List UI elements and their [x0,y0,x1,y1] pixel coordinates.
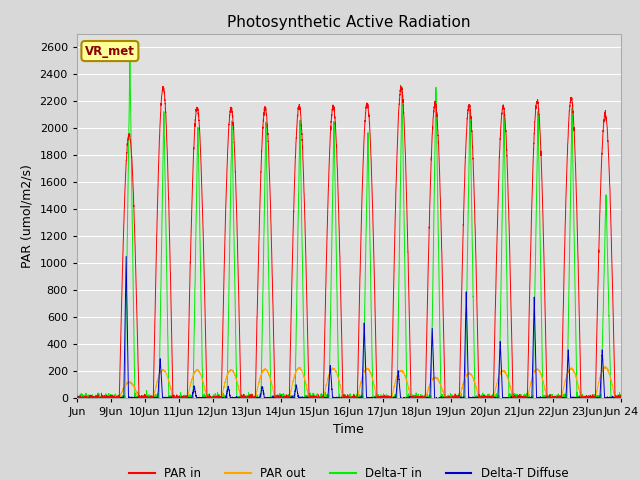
Legend: PAR in, PAR out, Delta-T in, Delta-T Diffuse: PAR in, PAR out, Delta-T in, Delta-T Dif… [124,463,573,480]
Y-axis label: PAR (umol/m2/s): PAR (umol/m2/s) [21,164,34,268]
Title: Photosynthetic Active Radiation: Photosynthetic Active Radiation [227,15,470,30]
Text: VR_met: VR_met [85,45,135,58]
X-axis label: Time: Time [333,423,364,436]
